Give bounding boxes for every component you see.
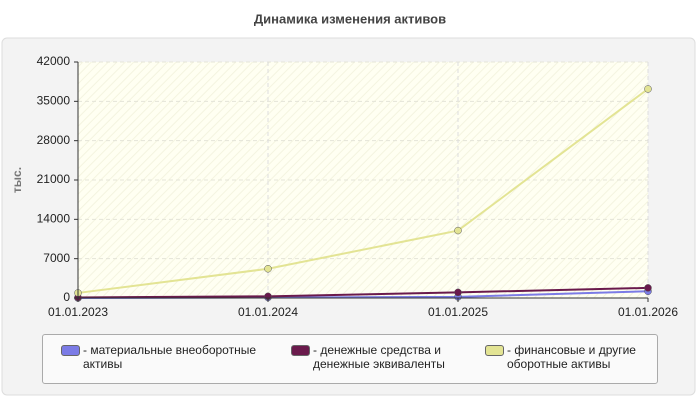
- x-tick-label: 01.01.2023: [48, 305, 108, 319]
- point: [454, 288, 462, 297]
- point: [264, 265, 272, 273]
- y-axis-label: тыс.: [10, 167, 24, 193]
- point: [644, 284, 652, 292]
- y-tick-label: 14000: [37, 212, 71, 226]
- legend-label: - денежные средства и денежные эквивален…: [313, 343, 445, 371]
- y-tick-label: 21000: [37, 172, 71, 186]
- legend-swatch: [291, 345, 310, 356]
- legend: - материальные внеоборотные активы - дене…: [42, 334, 658, 384]
- legend-item[interactable]: - финансовые и другие оборотные активы: [485, 343, 687, 371]
- y-tick-label: 7000: [43, 251, 70, 265]
- series-line: [77, 88, 649, 294]
- series-line: [77, 286, 649, 299]
- legend-item[interactable]: - денежные средства и денежные эквивален…: [291, 343, 493, 371]
- legend-item[interactable]: - материальные внеоборотные активы: [61, 343, 263, 371]
- point: [644, 85, 652, 93]
- y-tick-label: 28000: [37, 133, 71, 147]
- legend-swatch: [61, 345, 80, 356]
- point: [454, 226, 462, 235]
- y-tick-label: 42000: [37, 54, 71, 68]
- y-tick-label: 0: [63, 290, 70, 304]
- legend-label: - материальные внеоборотные активы: [83, 343, 256, 371]
- chart-title: Динамика изменения активов: [254, 11, 446, 26]
- legend-swatch: [485, 345, 504, 356]
- y-tick-label: 35000: [37, 94, 71, 108]
- x-tick-label: 01.01.2025: [428, 305, 488, 319]
- x-tick-label: 01.01.2026: [618, 305, 678, 319]
- x-tick-label: 01.01.2024: [238, 305, 298, 319]
- legend-label: - финансовые и другие оборотные активы: [507, 343, 636, 371]
